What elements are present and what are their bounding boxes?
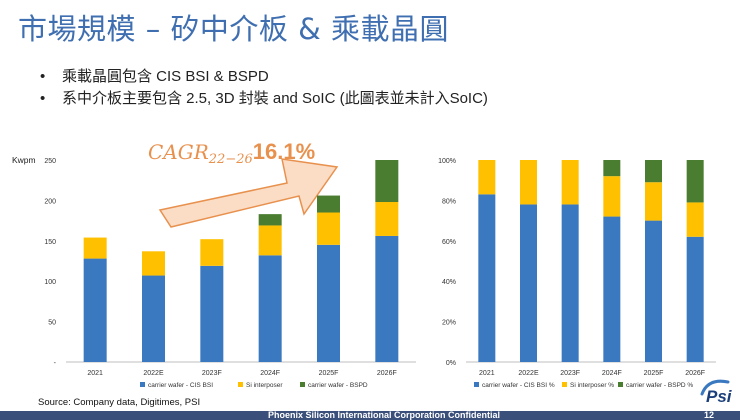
x-tick-label: 2023F [202,370,222,377]
bar-segment [375,202,399,236]
legend-entry: Si interposer [246,382,283,389]
bar-segment [603,216,621,362]
bar-segment [645,160,662,183]
bar-segment [258,214,282,226]
bar-segment [375,235,399,362]
bar-segment [520,160,537,205]
legend-swatch [140,382,145,387]
bar-segment [645,220,662,362]
bar-segment [317,244,340,362]
y-tick-label: 50 [48,320,56,327]
bullet-item: • 乘載晶圓包含 CIS BSI & BSPD [40,66,488,88]
x-tick-label: 2022E [518,370,539,377]
bar-segment [258,225,282,256]
page-number: 12 [703,410,714,420]
bar-segment [520,204,537,362]
bar-segment [561,204,579,362]
bullet-text: 乘載晶圓包含 CIS BSI & BSPD [62,68,269,85]
y-tick-label: 100% [438,158,456,165]
legend-entry: carrier wafer - CIS BSI % [482,382,555,389]
legend-entry: Si interposer % [570,382,614,389]
legend-swatch [474,382,479,387]
x-tick-label: 2022E [143,370,164,377]
y-tick-label: 20% [442,320,456,327]
bullet-dot: • [40,68,46,85]
logo-letter: Psi [706,387,733,406]
y-tick-label: 0% [446,360,456,367]
bar-segment [686,236,704,362]
x-tick-label: 2026F [685,370,705,377]
bar-segment [603,160,621,177]
bar-segment [645,182,662,221]
y-axis-label: Kwpm [12,155,36,165]
legend-swatch [618,382,623,387]
bar-segment [478,194,496,362]
bar-segment [478,160,496,195]
x-tick-label: 2024F [260,370,280,377]
y-tick-label: 40% [442,279,456,286]
y-tick-label: 60% [442,239,456,246]
x-tick-label: 2025F [644,370,664,377]
bar-segment [375,160,399,203]
y-tick-label: - [54,360,57,367]
bar-segment [603,176,621,217]
x-tick-label: 2021 [479,370,495,377]
cagr-label: CAGR [148,140,209,164]
slide-title: 市場規模 – 矽中介板 & 乘載晶圓 [18,12,449,46]
bar-segment [83,237,107,259]
y-tick-label: 200 [44,198,56,205]
bar-segment [83,258,107,362]
bar-segment [200,239,224,266]
legend-entry: carrier wafer - BSPD % [626,382,693,389]
legend-swatch [238,382,243,387]
x-tick-label: 2026F [377,370,397,377]
bar-segment [142,251,165,276]
x-tick-label: 2024F [602,370,622,377]
cagr-value: 16.1% [252,139,316,164]
source-note: Source: Company data, Digitimes, PSI [38,397,201,408]
bar-segment [686,202,704,237]
x-tick-label: 2023F [560,370,580,377]
x-tick-label: 2021 [87,370,103,377]
growth-arrow-shape [158,158,339,228]
market-share-chart: 0% 20% 40% 60% 80% 100% 2021 2022E 2023F 2024F 202… [438,158,716,389]
bar-segment [142,275,165,362]
market-size-chart: Kwpm - 50 100 150 200 250 2021 2022E 2023F 2024F 20… [12,155,416,389]
bar-segment [258,255,282,362]
bullet-text: 系中介板主要包含 2.5, 3D 封裝 and SoIC (此圖表並未計入SoI… [62,90,488,107]
bar-segment [200,265,224,362]
bullet-item: • 系中介板主要包含 2.5, 3D 封裝 and SoIC (此圖表並未計入So… [40,88,488,110]
bar-segment [686,160,704,203]
bar-segment [561,160,579,205]
legend-entry: carrier wafer - CIS BSI [148,382,213,389]
legend-swatch [300,382,305,387]
y-tick-label: 80% [442,198,456,205]
psi-logo: Psi [700,379,733,406]
y-tick-label: 100 [44,279,56,286]
footer-text: Phoenix Silicon International Corporatio… [268,410,501,420]
cagr-annotation: CAGR22−2616.1% [148,139,316,167]
legend-swatch [562,382,567,387]
bullet-dot: • [40,90,46,107]
footer-bar: Phoenix Silicon International Corporatio… [0,410,740,420]
x-tick-label: 2025F [319,370,339,377]
bar-segment [317,212,340,245]
y-tick-label: 150 [44,239,56,246]
bar-segment [317,195,340,213]
legend-entry: carrier wafer - BSPD [308,382,368,389]
cagr-subscript: 22−26 [208,152,253,167]
bullet-list: • 乘載晶圓包含 CIS BSI & BSPD • 系中介板主要包含 2.5, 3D… [40,66,488,110]
y-tick-label: 250 [44,158,56,165]
